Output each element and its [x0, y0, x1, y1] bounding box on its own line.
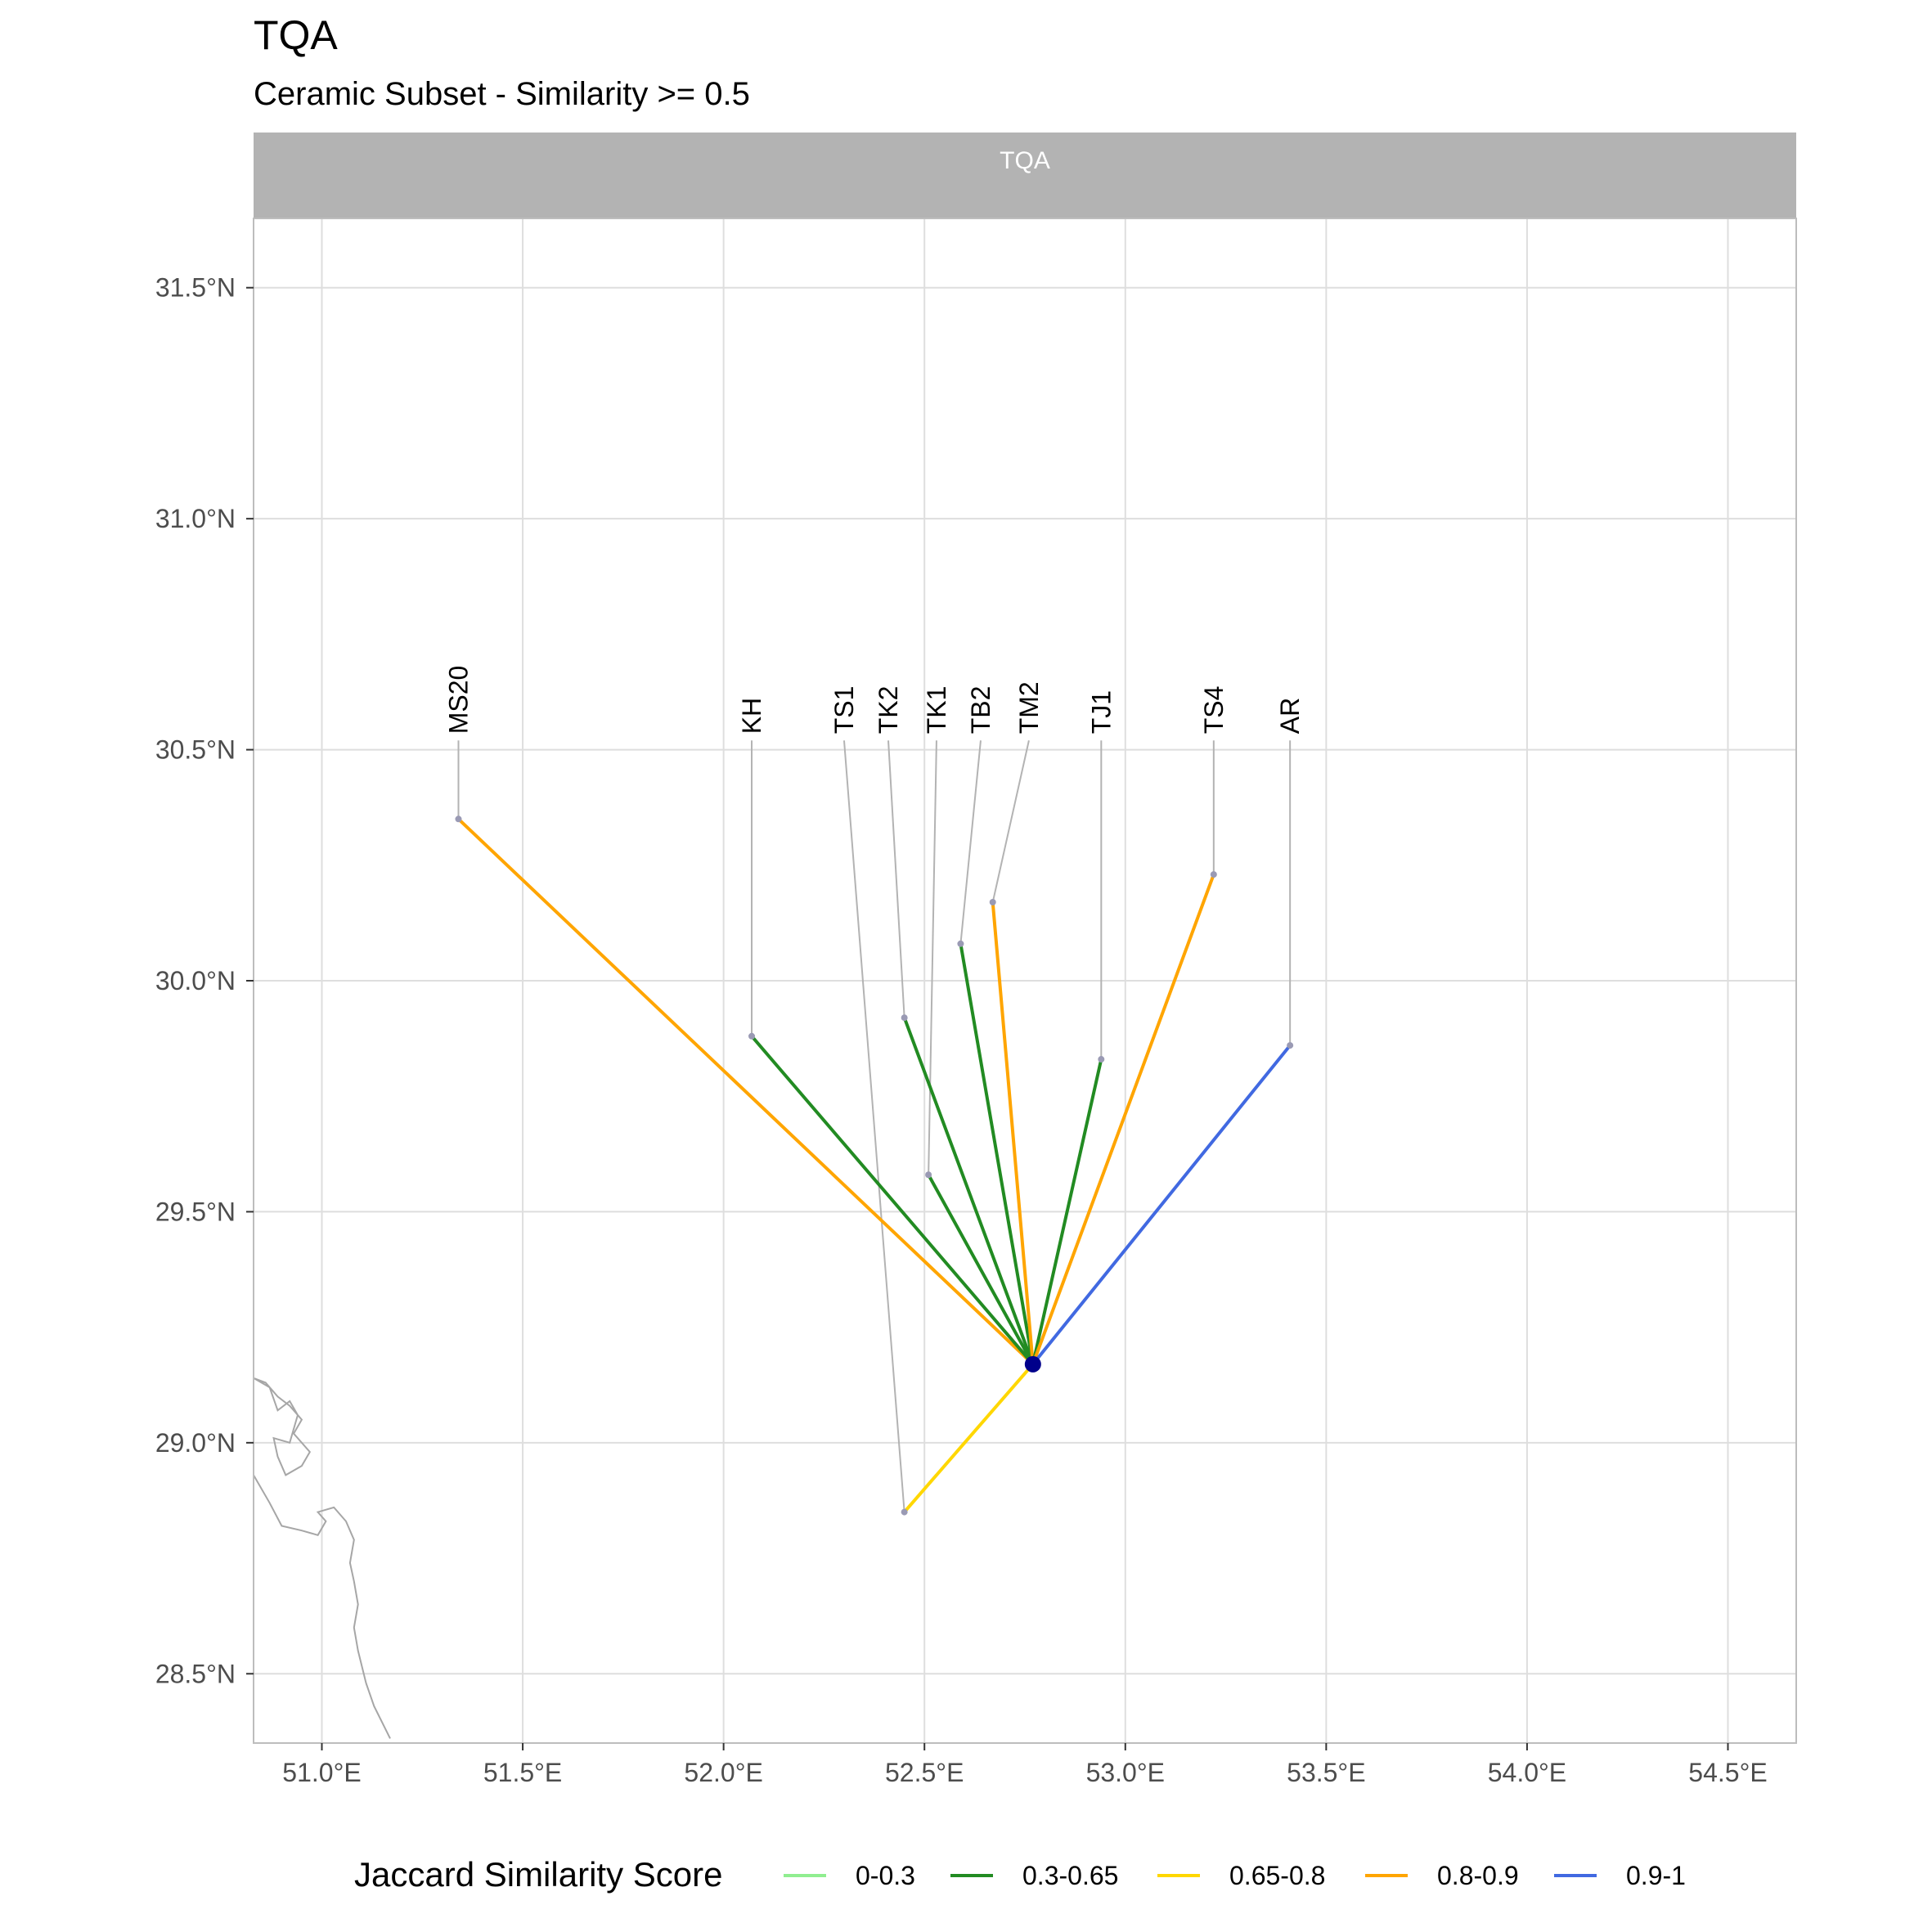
site-point-tk2: [901, 1014, 908, 1022]
link-kh: [750, 1034, 1035, 1366]
y-tick-label-0: 31.5°N: [155, 273, 236, 303]
y-tick-label-6: 28.5°N: [155, 1659, 236, 1688]
link-tk2: [902, 1016, 1035, 1366]
leader-line-tk1: [928, 740, 937, 1175]
legend-label-3: 0.8-0.9: [1437, 1861, 1519, 1890]
y-tick-label-2: 30.5°N: [155, 735, 236, 765]
site-label-tm2: TM2: [1014, 681, 1044, 734]
y-tick-label-1: 31.0°N: [155, 504, 236, 533]
legend-label-1: 0.3-0.65: [1022, 1861, 1118, 1890]
y-tick-label-5: 29.0°N: [155, 1428, 236, 1458]
legend-label-2: 0.65-0.8: [1229, 1861, 1325, 1890]
link-tk1: [927, 1173, 1035, 1366]
site-point-ts4: [1210, 871, 1217, 878]
coastline-segment-1: [253, 1474, 391, 1739]
x-tick-label-0: 51.0°E: [282, 1758, 361, 1787]
link-tm2: [991, 900, 1035, 1366]
x-tick-label-5: 53.5°E: [1287, 1758, 1365, 1787]
site-point-ms20: [455, 815, 462, 823]
x-tick-label-7: 54.5°E: [1688, 1758, 1767, 1787]
site-labels: MS20 KH TS1 TK2 TK1 TB2 TM2 TJ1 TS4 AR: [443, 666, 1305, 735]
axes: 51.0°E 51.5°E 52.0°E 52.5°E 53.0°E 53.5°E 54.0…: [155, 273, 1768, 1787]
site-label-ms20: MS20: [443, 666, 473, 735]
legend-label-0: 0-0.3: [856, 1861, 915, 1890]
chart-title: TQA: [254, 12, 338, 58]
link-ts4: [1031, 873, 1215, 1366]
link-ms20: [456, 817, 1035, 1366]
site-point-tj1: [1098, 1056, 1105, 1063]
coastline: [253, 1377, 391, 1739]
site-label-ts4: TS4: [1199, 686, 1229, 735]
legend-label-4: 0.9-1: [1626, 1861, 1686, 1890]
site-points: [455, 815, 1294, 1516]
link-ts1: [902, 1362, 1035, 1514]
site-label-tb2: TB2: [966, 686, 995, 735]
link-ar: [1031, 1044, 1292, 1366]
x-tick-label-2: 52.0°E: [684, 1758, 762, 1787]
site-label-ts1: TS1: [829, 686, 859, 735]
site-label-tk2: TK2: [874, 686, 903, 735]
legend-title: Jaccard Similarity Score: [354, 1855, 722, 1894]
chart-subtitle: Ceramic Subset - Similarity >= 0.5: [254, 76, 750, 112]
facet-strip-label: TQA: [1000, 147, 1050, 174]
map-panel: MS20 KH TS1 TK2 TK1 TB2 TM2 TJ1 TS4 AR: [253, 218, 1797, 1744]
coastline-segment-0: [253, 1377, 312, 1476]
leader-line-tk2: [887, 740, 905, 1018]
site-point-tm2: [989, 898, 996, 905]
x-tick-label-6: 54.0°E: [1488, 1758, 1566, 1787]
site-point-tb2: [957, 940, 964, 947]
site-point-ts1: [901, 1508, 908, 1516]
y-tick-label-3: 30.0°N: [155, 966, 236, 995]
similarity-links: [456, 817, 1292, 1514]
site-point-tk1: [925, 1171, 932, 1179]
site-label-kh: KH: [737, 698, 766, 734]
leader-line-tb2: [959, 740, 982, 944]
gridlines: [254, 218, 1796, 1743]
leader-line-ts1: [842, 740, 905, 1512]
link-tb2: [959, 941, 1035, 1366]
site-point-ar: [1287, 1042, 1294, 1049]
x-tick-label-3: 52.5°E: [885, 1758, 964, 1787]
y-tick-label-4: 29.5°N: [155, 1197, 236, 1226]
site-label-tk1: TK1: [922, 686, 951, 735]
site-label-tj1: TJ1: [1086, 690, 1116, 734]
legend: Jaccard Similarity Score 0-0.3 0.3-0.65 0.…: [354, 1855, 1686, 1894]
label-leaders: [457, 740, 1292, 1512]
legend-items: 0-0.3 0.3-0.65 0.65-0.8 0.8-0.9 0.9-1: [784, 1861, 1686, 1890]
leader-line-tm2: [991, 740, 1030, 903]
x-tick-label-1: 51.5°E: [483, 1758, 562, 1787]
facet-strip: [254, 133, 1796, 218]
site-label-ar: AR: [1275, 698, 1305, 734]
x-tick-label-4: 53.0°E: [1086, 1758, 1165, 1787]
site-point-kh: [748, 1032, 756, 1040]
link-tj1: [1031, 1058, 1103, 1366]
origin-point: [1024, 1355, 1041, 1373]
